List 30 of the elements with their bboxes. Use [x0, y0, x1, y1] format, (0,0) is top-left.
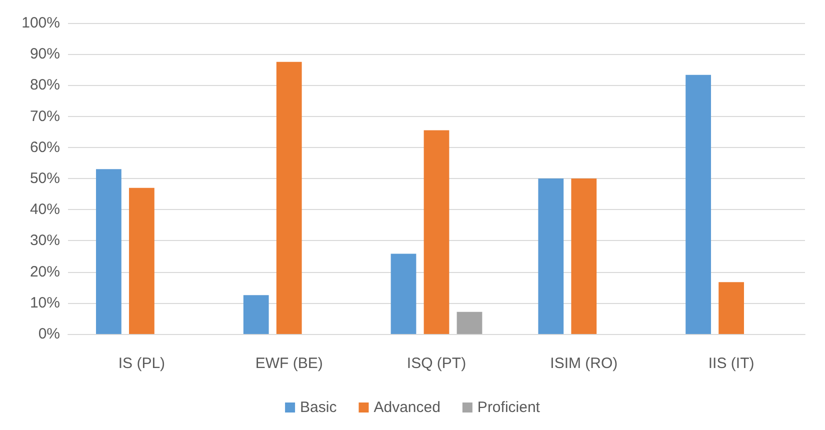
y-tick-label: 0% — [38, 326, 60, 342]
bar — [538, 178, 564, 334]
bar — [129, 188, 154, 334]
y-tick-label: 50% — [30, 170, 60, 187]
bar — [424, 130, 450, 334]
y-tick-label: 60% — [30, 138, 60, 156]
bar — [390, 254, 416, 334]
x-tick-label: ISIM (RO) — [550, 355, 618, 372]
y-tick-label: 30% — [30, 232, 60, 250]
y-tick-label: 40% — [30, 201, 60, 218]
bar — [96, 169, 122, 334]
y-tick-label: 100% — [22, 14, 60, 32]
y-tick-label: 10% — [30, 294, 60, 312]
y-tick-label: 90% — [30, 46, 60, 63]
bar — [686, 74, 711, 334]
x-tick-label: EWF (BE) — [255, 355, 323, 372]
y-tick-label: 80% — [30, 76, 60, 94]
legend-label: Basic — [300, 399, 338, 416]
legend-label: Proficient — [477, 399, 541, 416]
bar — [243, 295, 269, 334]
legend-label: Advanced — [374, 399, 440, 416]
x-tick-label: ISQ (PT) — [406, 355, 466, 372]
y-tick-label: 20% — [30, 263, 60, 280]
x-tick-label: IIS (IT) — [708, 355, 754, 372]
bar — [571, 178, 597, 334]
bar — [276, 62, 302, 334]
x-tick-label: IS (PL) — [118, 355, 166, 372]
y-tick-label: 70% — [30, 108, 60, 125]
bar — [456, 312, 482, 334]
bar — [718, 282, 744, 334]
